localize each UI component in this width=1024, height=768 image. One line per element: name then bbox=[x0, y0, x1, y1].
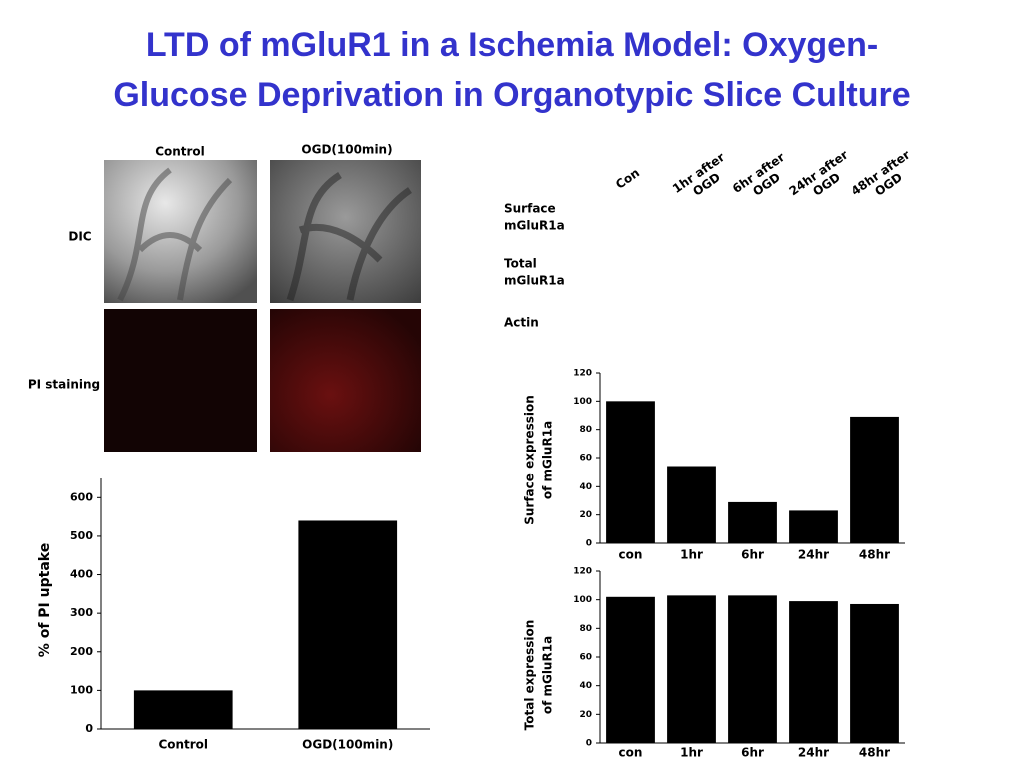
bar bbox=[789, 510, 838, 543]
y-tick-label: 200 bbox=[70, 645, 93, 658]
bar bbox=[728, 595, 777, 743]
image-texture bbox=[286, 172, 412, 302]
blot-row-label: Surface bbox=[504, 202, 556, 216]
bar bbox=[789, 601, 838, 743]
panel-row-label: PI staining bbox=[28, 378, 100, 392]
x-tick-label: con bbox=[619, 746, 643, 760]
panel-row-label: DIC bbox=[68, 230, 91, 244]
y-axis-label: Surface expression bbox=[523, 395, 537, 525]
y-tick-label: 60 bbox=[579, 653, 592, 663]
y-tick-label: 120 bbox=[573, 369, 592, 379]
bar bbox=[728, 501, 777, 543]
blot-row-label: mGluR1a bbox=[504, 274, 565, 288]
x-tick-label: 48hr bbox=[859, 746, 890, 760]
x-tick-label: 1hr bbox=[680, 746, 703, 760]
x-tick-label: con bbox=[619, 548, 643, 562]
y-tick-label: 300 bbox=[70, 606, 93, 619]
y-axis-label: of mGluR1a bbox=[541, 636, 555, 714]
bar bbox=[667, 466, 716, 543]
blot-row-label: Actin bbox=[504, 316, 539, 330]
y-tick-label: 100 bbox=[573, 397, 592, 407]
y-tick-label: 600 bbox=[70, 490, 93, 503]
y-tick-label: 0 bbox=[85, 722, 93, 735]
x-tick-label: 48hr bbox=[859, 548, 890, 562]
y-tick-label: 80 bbox=[579, 425, 592, 435]
y-axis-label: % of PI uptake bbox=[37, 543, 53, 657]
blot-row-label: mGluR1a bbox=[504, 219, 565, 233]
x-tick-label: 6hr bbox=[741, 548, 764, 562]
y-tick-label: 100 bbox=[70, 683, 93, 696]
title-line: Glucose Deprivation in Organotypic Slice… bbox=[113, 76, 910, 114]
pi-ogd-image bbox=[270, 309, 421, 452]
y-tick-label: 400 bbox=[70, 568, 93, 581]
y-axis-label: Total expression bbox=[523, 620, 537, 731]
y-tick-label: 0 bbox=[586, 539, 592, 549]
pi-control-image bbox=[104, 309, 257, 452]
y-tick-label: 100 bbox=[573, 595, 592, 605]
y-axis-label: of mGluR1a bbox=[541, 421, 555, 499]
bar bbox=[298, 520, 398, 729]
x-tick-label: 6hr bbox=[741, 746, 764, 760]
x-tick-label: 1hr bbox=[680, 548, 703, 562]
bar bbox=[133, 690, 233, 729]
y-tick-label: 20 bbox=[579, 510, 592, 520]
bar bbox=[850, 603, 899, 743]
bar bbox=[606, 596, 655, 743]
image-texture bbox=[117, 167, 233, 302]
x-tick-label: 24hr bbox=[798, 746, 829, 760]
y-tick-label: 40 bbox=[579, 482, 592, 492]
y-tick-label: 500 bbox=[70, 529, 93, 542]
blot-lane-label: Con bbox=[613, 166, 642, 192]
panel-column-label: OGD(100min) bbox=[301, 143, 392, 157]
bar bbox=[606, 401, 655, 543]
x-tick-label: Control bbox=[158, 738, 208, 752]
y-tick-label: 40 bbox=[579, 681, 592, 691]
x-tick-label: OGD(100min) bbox=[302, 738, 393, 752]
y-tick-label: 120 bbox=[573, 567, 592, 577]
panel-column-label: Control bbox=[155, 145, 205, 159]
y-tick-label: 20 bbox=[579, 710, 592, 720]
bar bbox=[667, 595, 716, 743]
y-tick-label: 80 bbox=[579, 624, 592, 634]
title-line: LTD of mGluR1 in a Ischemia Model: Oxyge… bbox=[146, 26, 878, 64]
x-tick-label: 24hr bbox=[798, 548, 829, 562]
bar bbox=[850, 416, 899, 543]
y-tick-label: 0 bbox=[586, 739, 592, 749]
y-tick-label: 60 bbox=[579, 454, 592, 464]
blot-row-label: Total bbox=[504, 257, 537, 271]
